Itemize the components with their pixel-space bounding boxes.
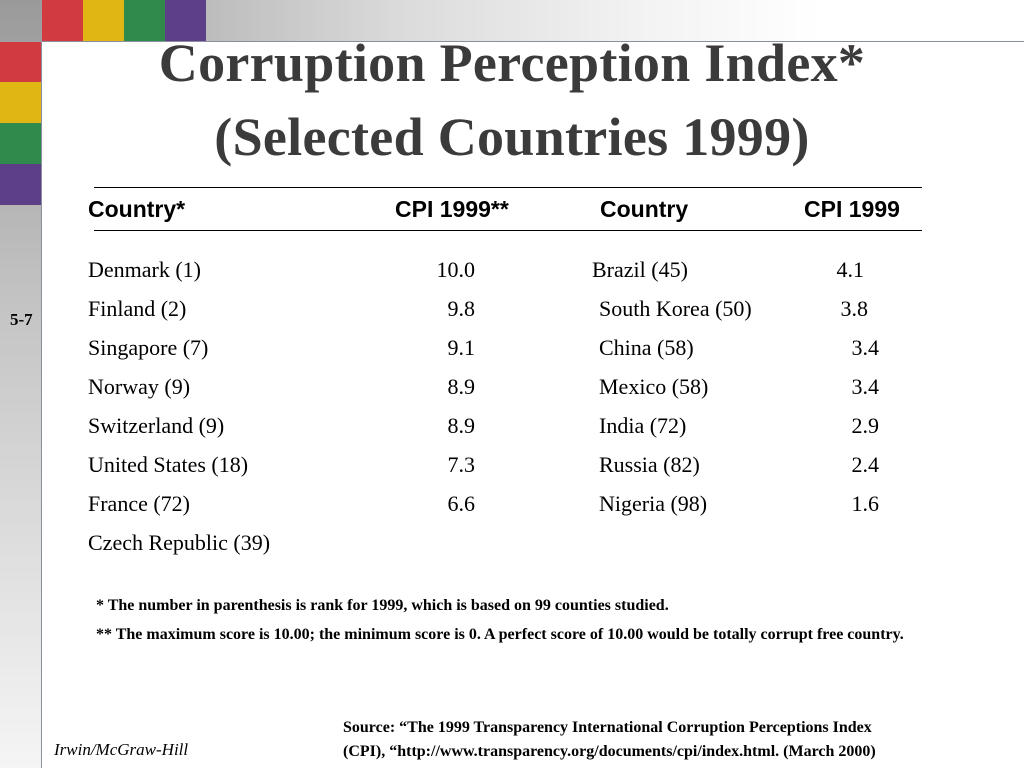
source-line-1: Source: “The 1999 Transparency Internati… xyxy=(343,719,872,736)
header-country-right: Country xyxy=(600,196,689,222)
deco-square-green-left xyxy=(0,123,41,164)
source-line-2: (CPI), “http://www.transparency.org/docu… xyxy=(343,743,876,760)
table-top-rule xyxy=(94,187,922,188)
title-line-1: Corruption Perception Index* xyxy=(158,33,866,93)
left-country: Czech Republic (39) xyxy=(88,530,271,555)
right-country: Mexico (58) xyxy=(599,374,709,399)
right-cpi: 3.8 xyxy=(840,296,869,321)
left-cpi: 8.9 xyxy=(447,374,476,399)
left-country: France (72) xyxy=(88,491,191,516)
left-cpi: 9.1 xyxy=(447,335,476,360)
right-cpi: 3.4 xyxy=(851,335,880,360)
right-cpi: 1.6 xyxy=(851,491,880,516)
deco-square-green xyxy=(124,0,165,41)
header-cpi-left: CPI 1999** xyxy=(395,196,509,222)
right-country: Russia (82) xyxy=(599,452,700,477)
footnote-score: ** The maximum score is 10.00; the minim… xyxy=(96,626,904,643)
right-country: South Korea (50) xyxy=(599,296,752,321)
left-cpi: 9.8 xyxy=(447,296,476,321)
header-cpi-right: CPI 1999 xyxy=(804,196,900,222)
page-number: 5-7 xyxy=(10,310,33,329)
right-country: Nigeria (98) xyxy=(599,491,708,516)
right-cpi: 4.1 xyxy=(836,257,865,282)
left-cpi: 6.6 xyxy=(447,491,476,516)
deco-square-purple-left xyxy=(0,164,41,205)
footnote-rank: * The number in parenthesis is rank for … xyxy=(96,597,669,614)
deco-square-red-left xyxy=(0,42,41,82)
left-country: United States (18) xyxy=(88,452,249,477)
source-citation: Source: “The 1999 Transparency Internati… xyxy=(343,716,1023,764)
slide-title: Corruption Perception Index* (Selected C… xyxy=(42,26,982,174)
table-header-rule xyxy=(94,230,922,231)
title-line-2: (Selected Countries 1999) xyxy=(214,107,810,167)
left-divider xyxy=(41,42,42,768)
right-cpi: 3.4 xyxy=(851,374,880,399)
deco-square-red xyxy=(42,0,83,41)
left-cpi: 10.0 xyxy=(436,257,476,282)
left-country: Finland (2) xyxy=(88,296,187,321)
publisher-label: Irwin/McGraw-Hill xyxy=(54,740,189,759)
left-cpi: 8.9 xyxy=(447,413,476,438)
right-country: Brazil (45) xyxy=(592,257,688,282)
deco-square-yellow xyxy=(83,0,124,41)
deco-square-yellow-left xyxy=(0,82,41,123)
left-country: Singapore (7) xyxy=(88,335,209,360)
left-country: Switzerland (9) xyxy=(88,413,225,438)
slide-body xyxy=(42,42,1024,768)
header-country-left: Country* xyxy=(88,196,186,222)
right-cpi: 2.4 xyxy=(851,452,880,477)
top-divider xyxy=(42,41,1024,42)
right-cpi: 2.9 xyxy=(851,413,880,438)
right-country: India (72) xyxy=(599,413,687,438)
left-country: Denmark (1) xyxy=(88,257,202,282)
right-country: China (58) xyxy=(599,335,694,360)
deco-square-purple xyxy=(165,0,206,41)
left-country: Norway (9) xyxy=(88,374,191,399)
left-cpi: 7.3 xyxy=(447,452,476,477)
